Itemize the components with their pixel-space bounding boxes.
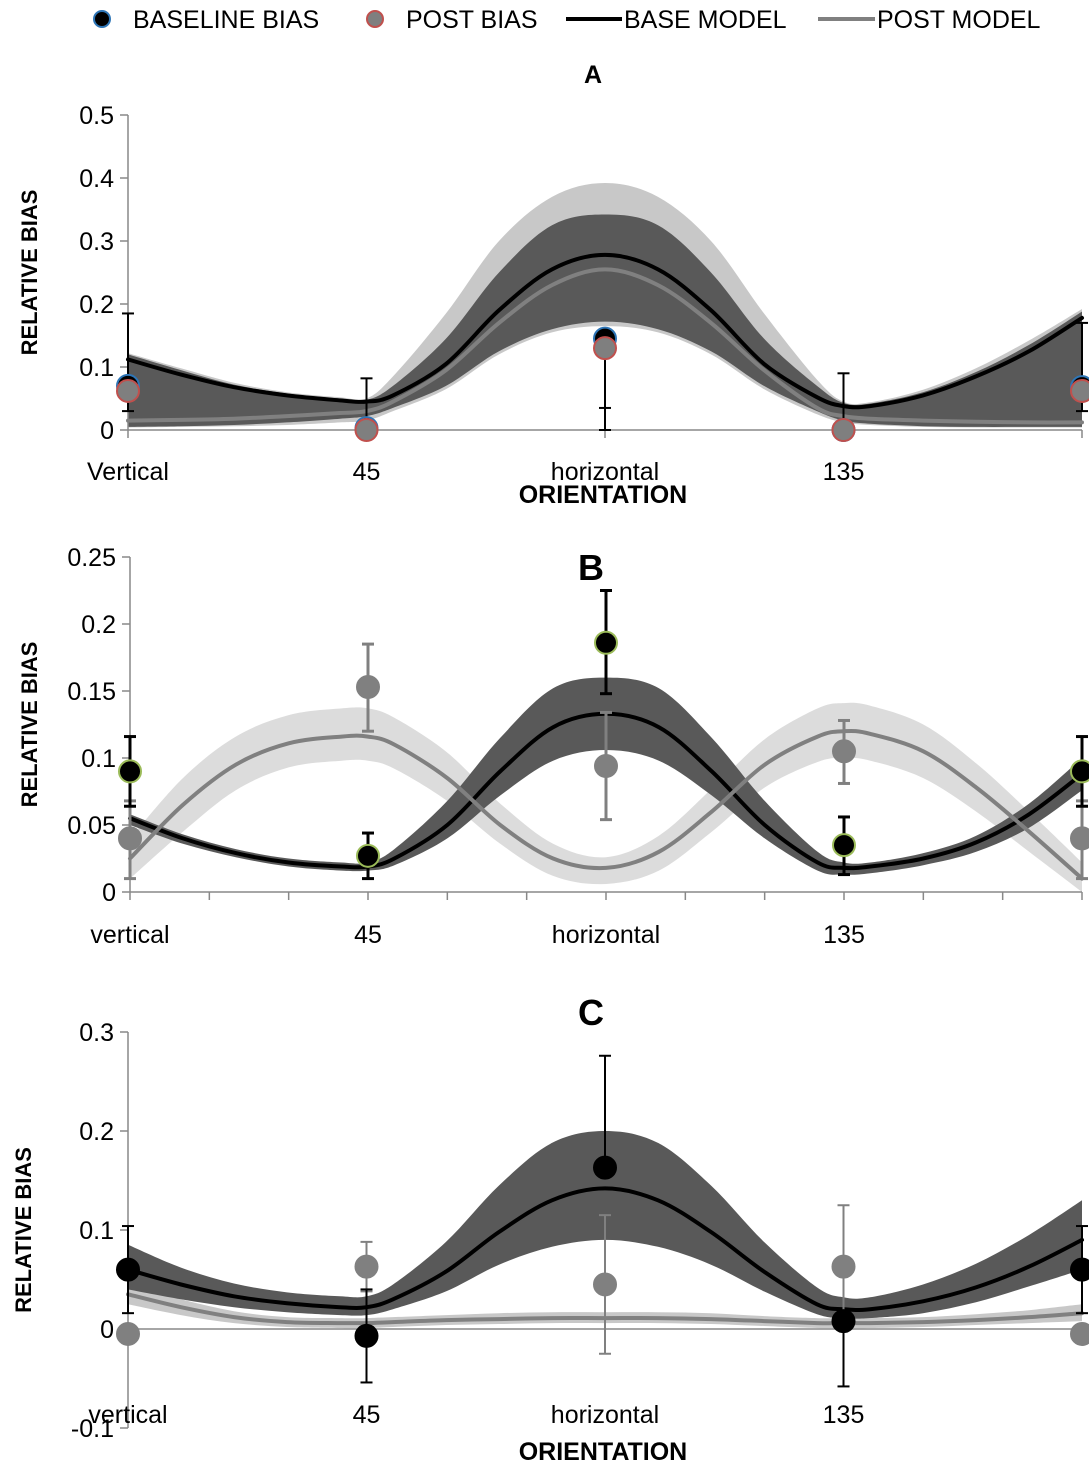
x-tick-label-b: 135 <box>823 921 865 949</box>
x-tick-label-c: 45 <box>353 1401 381 1429</box>
panel-a: 0 0.1 0.2 0.3 0.4 0.5 Vertical 45 horizontal 135 A… <box>17 61 1089 509</box>
legend-marker-post-bias <box>366 10 384 28</box>
x-tick-label-c: horizontal <box>551 1401 659 1429</box>
y-tick-label-a: 0.5 <box>79 102 114 130</box>
point-post-bias-c <box>593 1272 617 1297</box>
point-post-bias-b <box>594 754 618 779</box>
point-post-bias-a <box>1070 378 1089 403</box>
y-tick-label-a: 0.4 <box>79 165 114 193</box>
line-base-model-c <box>126 1186 1084 1312</box>
y-tick-label-a: 0.1 <box>79 354 114 382</box>
y-tick-label-a: 0.2 <box>79 291 114 319</box>
y-tick-label-b: 0.05 <box>67 812 116 840</box>
x-axis-label-a: ORIENTATION <box>519 481 688 509</box>
point-post-bias-b <box>1070 826 1089 851</box>
y-tick-label-c: 0.2 <box>79 1118 114 1146</box>
point-base-bias-b <box>832 833 856 858</box>
y-axis-label-c: RELATIVE BIAS <box>11 1147 36 1313</box>
panel-b: 0 0.05 0.1 0.15 0.2 0.25 vertical 45 horizontal 1… <box>17 544 1089 949</box>
y-tick-label-b: 0.1 <box>81 745 116 773</box>
legend-item-baseline-bias: BASELINE BIAS <box>93 6 319 34</box>
legend-label-post-model: POST MODEL <box>877 6 1041 34</box>
panel-title-c: C <box>578 992 604 1033</box>
panel-title-b: B <box>578 547 604 588</box>
y-tick-label-b: 0 <box>102 879 116 907</box>
x-tick-label-a: Vertical <box>87 458 169 486</box>
line-base-model-a <box>126 252 1084 410</box>
point-post-bias-a <box>593 336 617 361</box>
point-post-bias-a <box>354 418 379 442</box>
legend-marker-baseline-bias <box>93 10 111 28</box>
y-tick-label-c: 0.3 <box>79 1019 114 1047</box>
point-post-bias-c <box>831 1254 856 1279</box>
line-post-model-a <box>126 267 1084 425</box>
legend: BASELINE BIAS POST BIAS BASE MODEL POST … <box>93 6 1041 34</box>
x-tick-label-c: vertical <box>88 1401 167 1429</box>
y-tick-label-a: 0.3 <box>79 228 114 256</box>
x-tick-label-a: 45 <box>353 458 381 486</box>
y-tick-label-c: 0 <box>100 1316 114 1344</box>
legend-item-base-model: BASE MODEL <box>566 6 787 34</box>
y-tick-label-a: 0 <box>100 417 114 445</box>
point-post-bias-a <box>831 418 856 442</box>
point-post-bias-b <box>118 826 142 851</box>
point-base-bias-b <box>118 759 142 784</box>
legend-item-post-model: POST MODEL <box>818 6 1041 34</box>
y-tick-label-c: -0.1 <box>71 1415 114 1443</box>
point-post-bias-a <box>116 378 140 403</box>
point-post-bias-c <box>116 1321 140 1346</box>
y-axis-label-a: RELATIVE BIAS <box>17 190 42 356</box>
y-tick-label-b: 0.15 <box>67 678 116 706</box>
legend-label-baseline-bias: BASELINE BIAS <box>133 6 319 34</box>
point-base-bias-c <box>1070 1257 1089 1282</box>
y-tick-label-b: 0.2 <box>81 611 116 639</box>
x-tick-label-a: 135 <box>823 458 865 486</box>
legend-label-base-model: BASE MODEL <box>624 6 787 34</box>
y-tick-label-c: 0.1 <box>79 1217 114 1245</box>
point-post-bias-b <box>832 739 856 764</box>
x-tick-label-c: 135 <box>823 1401 865 1429</box>
x-tick-label-b: horizontal <box>552 921 660 949</box>
y-axis-label-b: RELATIVE BIAS <box>17 642 42 808</box>
x-tick-label-a: horizontal <box>551 458 659 486</box>
point-post-bias-c <box>1070 1321 1089 1346</box>
point-base-bias-b <box>1070 759 1089 784</box>
point-base-bias-c <box>354 1323 379 1348</box>
x-tick-label-b: 45 <box>354 921 382 949</box>
point-base-bias-b <box>356 843 380 868</box>
y-tick-label-b: 0.25 <box>67 544 116 572</box>
point-base-bias-c <box>593 1155 617 1180</box>
x-axis-label-c: ORIENTATION <box>519 1438 688 1466</box>
panel-title-a: A <box>584 61 602 89</box>
point-base-bias-c <box>831 1309 856 1334</box>
panel-c: -0.1 0 0.1 0.2 0.3 vertical 45 horizontal 135 C RE… <box>11 992 1089 1466</box>
point-base-bias-b <box>594 630 618 655</box>
point-post-bias-c <box>354 1254 379 1279</box>
point-base-bias-c <box>116 1257 140 1282</box>
band-base-model-a <box>128 214 1082 427</box>
legend-label-post-bias: POST BIAS <box>406 6 538 34</box>
point-post-bias-b <box>356 674 380 699</box>
x-tick-label-b: vertical <box>90 921 169 949</box>
legend-item-post-bias: POST BIAS <box>366 6 538 34</box>
line-post-model-b <box>128 728 1084 881</box>
